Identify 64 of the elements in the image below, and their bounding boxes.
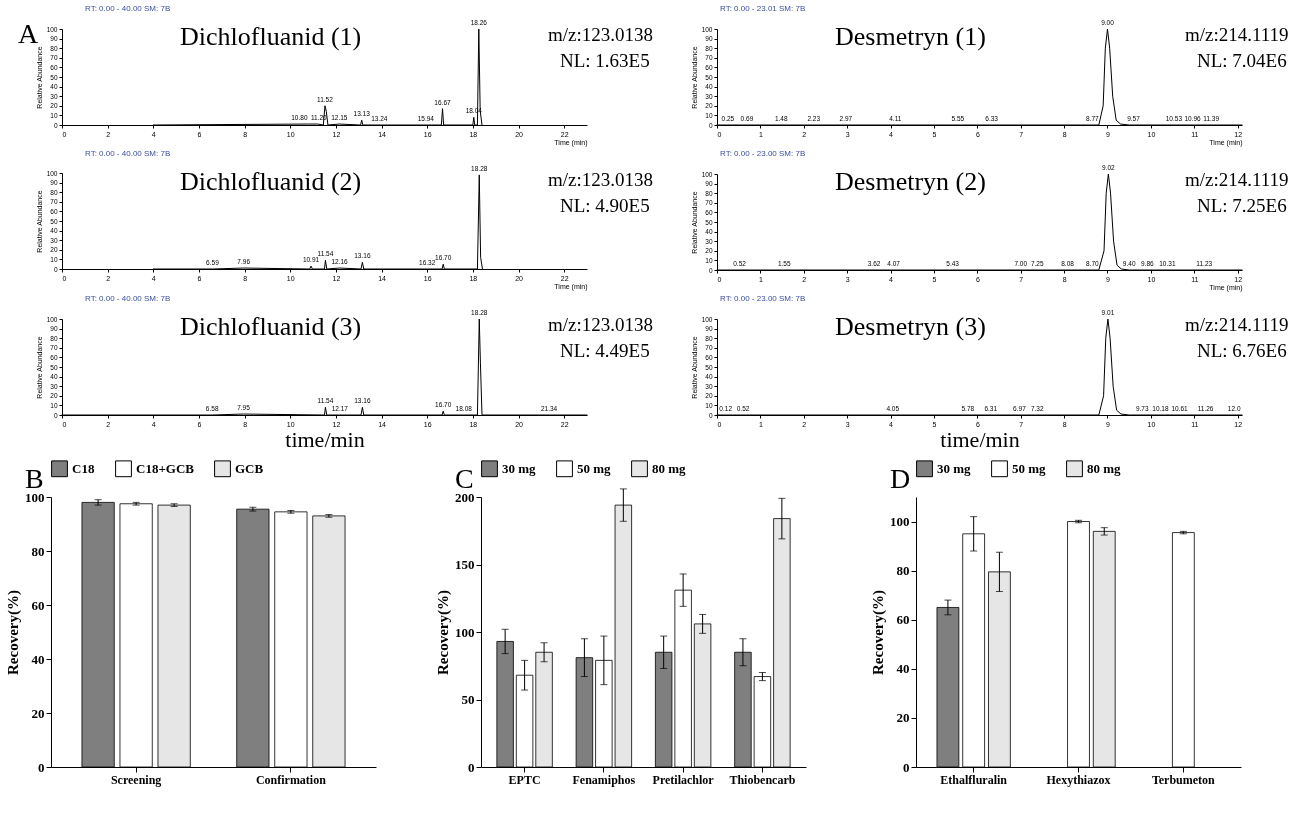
x-tick-label: Ethalfluralin [940, 772, 1008, 787]
y-tick-label: 60 [31, 597, 45, 613]
y-tick-label: 100 [890, 514, 910, 530]
y-tick-label: 0 [38, 759, 45, 775]
chart-title: Desmetryn (1) [835, 22, 986, 52]
y-tick-label: 80 [896, 563, 910, 579]
x-tick-label: Hexythiazox [1046, 772, 1111, 787]
y-tick-label: 40 [896, 661, 910, 677]
annotation: m/z:214.1119 [1185, 314, 1289, 336]
annotation: m/z:214.1119 [1185, 169, 1289, 191]
annotation: NL: 4.90E5 [560, 195, 650, 217]
y-tick-label: 20 [896, 710, 910, 726]
text: RT: 0.00 - 23.01 SM: 7B [720, 4, 806, 13]
annotation: m/z:214.1119 [1185, 24, 1289, 46]
y-tick-label: 20 [31, 705, 45, 721]
annotation: NL: 4.49E5 [560, 340, 650, 362]
y-tick-label: 0 [468, 759, 475, 775]
chart-title: Desmetryn (3) [835, 312, 986, 342]
x-axis-title: time/min [940, 426, 1020, 452]
chart-title: Dichlofluanid (1) [180, 22, 362, 52]
x-tick-label: Fenamiphos [572, 772, 636, 787]
annotation: m/z:123.0138 [548, 169, 654, 191]
legend-label: 50 mg [577, 460, 612, 476]
y-tick-label: 0 [903, 759, 910, 775]
y-tick-label: 100 [455, 624, 475, 640]
y-tick-label: 60 [896, 612, 910, 628]
text: RT: 0.00 - 23.00 SM: 7B [720, 294, 806, 303]
legend-label: 80 mg [652, 460, 687, 476]
annotation: NL: 1.63E5 [560, 50, 650, 72]
chart-title: Dichlofluanid (2) [180, 167, 362, 197]
annotation: m/z:123.0138 [548, 24, 654, 46]
x-tick-label: Terbumeton [1151, 772, 1216, 787]
legend-label: C18+GCB [136, 460, 195, 476]
y-tick-label: 40 [31, 651, 45, 667]
legend-label: 30 mg [937, 460, 972, 476]
legend-label: GCB [235, 460, 264, 476]
annotation: NL: 7.25E6 [1197, 195, 1287, 217]
y-axis-title: Recovery(%) [870, 590, 887, 675]
y-tick-label: 50 [461, 692, 475, 707]
x-tick-label: Confirmation [255, 772, 327, 787]
text: D [890, 463, 911, 495]
text: A [18, 18, 39, 49]
chart-title: Desmetryn (2) [835, 167, 986, 197]
text: RT: 0.00 - 40.00 SM: 7B [85, 4, 171, 13]
x-tick-label: EPTC [508, 772, 541, 787]
annotation: NL: 7.04E6 [1197, 50, 1287, 72]
y-tick-label: 80 [31, 543, 45, 559]
annotation: NL: 6.76E6 [1197, 340, 1287, 362]
x-axis-title: time/min [285, 426, 365, 452]
x-tick-label: Screening [110, 772, 162, 787]
y-tick-label: 150 [455, 557, 475, 572]
y-axis-title: Recovery(%) [5, 590, 22, 675]
legend-label: 50 mg [1012, 460, 1047, 476]
legend-label: C18 [72, 460, 95, 476]
legend-label: 80 mg [1087, 460, 1122, 476]
text: RT: 0.00 - 23.00 SM: 7B [720, 149, 806, 158]
y-axis-title: Recovery(%) [435, 590, 452, 675]
text: RT: 0.00 - 40.00 SM: 7B [85, 149, 171, 158]
x-tick-label: Thiobencarb [729, 772, 796, 787]
annotation: m/z:123.0138 [548, 314, 654, 336]
chart-title: Dichlofluanid (3) [180, 312, 362, 342]
legend-label: 30 mg [502, 460, 537, 476]
text: RT: 0.00 - 40.00 SM: 7B [85, 294, 171, 303]
x-tick-label: Pretilachlor [652, 772, 715, 787]
